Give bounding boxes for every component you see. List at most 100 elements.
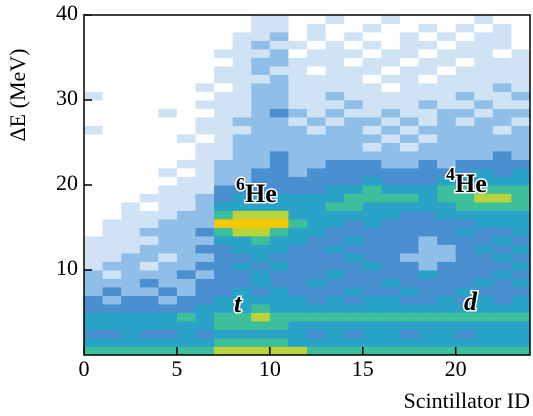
heatmap-cell [474, 202, 494, 211]
heatmap-cell [381, 185, 401, 194]
heatmap-cell [418, 210, 438, 220]
heatmap-cell [399, 270, 419, 279]
heatmap-cell [176, 278, 196, 288]
heatmap-cell [214, 219, 234, 228]
heatmap-cell [492, 338, 512, 347]
heatmap-cell [214, 287, 234, 296]
heatmap-cell [437, 329, 457, 339]
heatmap-cell [195, 125, 215, 135]
heatmap-cell [362, 117, 382, 126]
heatmap-cell [307, 346, 326, 356]
heatmap-cell [362, 278, 382, 288]
heatmap-cell [455, 159, 475, 169]
heatmap-cell [232, 108, 252, 118]
heatmap-cell [418, 295, 438, 305]
heatmap-cell [139, 321, 159, 330]
heatmap-cell [214, 227, 234, 237]
heatmap-cell [121, 15, 141, 24]
heatmap-cell [362, 329, 382, 339]
heatmap-cell [158, 134, 178, 143]
heatmap-cell [381, 210, 401, 220]
heatmap-cell [474, 151, 494, 160]
heatmap-cell [139, 83, 159, 92]
heatmap-cell [195, 295, 215, 305]
heatmap-cell [251, 185, 271, 194]
heatmap-cell [325, 270, 345, 279]
heatmap-cell [251, 125, 271, 135]
heatmap-cell [455, 142, 475, 152]
heatmap-cell [176, 159, 196, 169]
heatmap-cell [511, 57, 531, 67]
heatmap-cell [492, 108, 512, 118]
heatmap-cell [84, 287, 103, 296]
heatmap-cell [474, 176, 494, 186]
heatmap-cell [344, 168, 364, 177]
heatmap-cell [492, 125, 512, 135]
heatmap-cell [158, 202, 178, 211]
heatmap-cell [158, 210, 178, 220]
heatmap-cell [437, 91, 457, 101]
heatmap-cell [269, 91, 289, 101]
heatmap-cell [121, 270, 141, 279]
heatmap-cell [437, 295, 457, 305]
heatmap-cell [381, 304, 401, 313]
heatmap-cell [176, 168, 196, 177]
heatmap-cell [195, 278, 215, 288]
heatmap-cell [121, 159, 141, 169]
heatmap-cell [455, 100, 475, 109]
heatmap-cell [325, 57, 345, 67]
heatmap-cell [474, 66, 494, 75]
heatmap-cell [344, 159, 364, 169]
heatmap-cell [288, 270, 308, 279]
heatmap-cell [195, 49, 215, 58]
y-tick-label: 30 [56, 85, 78, 110]
heatmap-cell [176, 57, 196, 67]
heatmap-cell [511, 125, 531, 135]
heatmap-cell [251, 338, 271, 347]
heatmap-cell [455, 227, 475, 237]
heatmap-cell [399, 219, 419, 228]
heatmap-cell [418, 176, 438, 186]
heatmap-cell [269, 125, 289, 135]
heatmap-cell [511, 91, 531, 101]
heatmap-cell [418, 142, 438, 152]
heatmap-cell [381, 278, 401, 288]
heatmap-cell [251, 151, 271, 160]
heatmap-cell [492, 321, 512, 330]
heatmap-cell [214, 193, 234, 203]
heatmap-cell [121, 100, 141, 109]
heatmap-cell [158, 185, 178, 194]
heatmap-cell [362, 134, 382, 143]
heatmap-cell [102, 151, 122, 160]
heatmap-cell [139, 91, 159, 101]
heatmap-cell [269, 227, 289, 237]
heatmap-cell [269, 23, 289, 33]
heatmap-cell [511, 142, 531, 152]
heatmap-cell [176, 100, 196, 109]
heatmap-cell [84, 278, 103, 288]
heatmap-cell [418, 117, 438, 126]
heatmap-cell [251, 193, 271, 203]
heatmap-cell [492, 236, 512, 245]
heatmap-cell [362, 312, 382, 322]
heatmap-cell [232, 346, 252, 356]
heatmap-cell [214, 23, 234, 33]
heatmap-cell [399, 176, 419, 186]
heatmap-cell [418, 338, 438, 347]
heatmap-cell [176, 40, 196, 50]
heatmap-cell [121, 244, 141, 254]
heatmap-cell [307, 159, 326, 169]
heatmap-cell [139, 66, 159, 75]
heatmap-cell [214, 168, 234, 177]
heatmap-cell [214, 151, 234, 160]
heatmap-cell [158, 329, 178, 339]
heatmap-cell [251, 227, 271, 237]
heatmap-cell [325, 49, 345, 58]
heatmap-cell [474, 159, 494, 169]
heatmap-cell [455, 15, 475, 24]
heatmap-cell [492, 193, 512, 203]
heatmap-cell [474, 329, 494, 339]
heatmap-cell [307, 236, 326, 245]
heatmap-cell [269, 202, 289, 211]
heatmap-cell [325, 329, 345, 339]
